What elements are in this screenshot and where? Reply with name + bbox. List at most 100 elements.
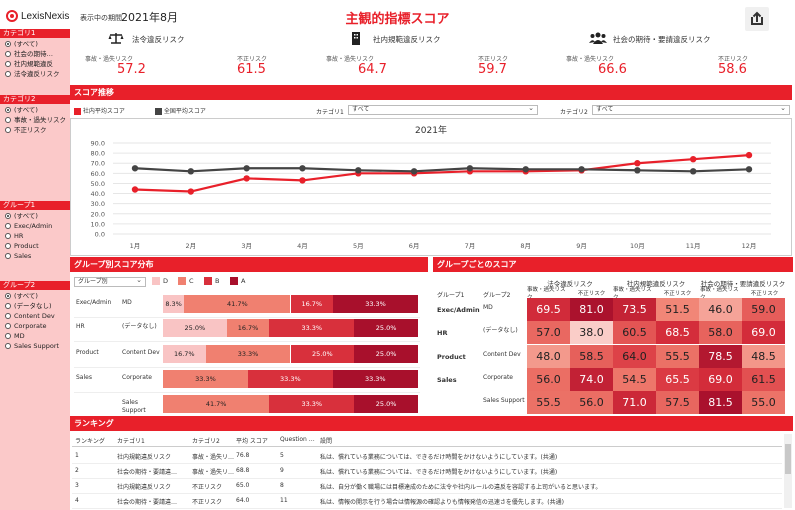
legend-swatch bbox=[204, 277, 212, 285]
filter-option[interactable]: 事故・過失リスク bbox=[0, 115, 70, 125]
trend-cat2-select[interactable]: すべて bbox=[592, 104, 790, 115]
legend-label: C bbox=[189, 277, 194, 285]
dist-g2-label: (データなし) bbox=[122, 323, 157, 330]
radio-button[interactable] bbox=[5, 61, 11, 67]
x-tick-label: 4月 bbox=[297, 242, 308, 250]
kpi-title: 法令違反リスク bbox=[132, 35, 185, 44]
radio-button[interactable] bbox=[5, 213, 11, 219]
dist-bar-segment: 16.7% bbox=[163, 345, 206, 363]
dist-bar-segment: 33.3% bbox=[332, 370, 418, 388]
data-point bbox=[689, 168, 697, 175]
radio-button[interactable] bbox=[5, 333, 11, 339]
legend-swatch bbox=[230, 277, 238, 285]
filter-option[interactable]: (すべて) bbox=[0, 39, 70, 49]
data-point bbox=[745, 151, 753, 159]
col-group-header: 法令違反リスク bbox=[547, 279, 593, 288]
dist-g2-label: Content Dev bbox=[122, 349, 160, 356]
ranking-cell: 社会の期待・要請違… bbox=[117, 469, 178, 476]
radio-button[interactable] bbox=[5, 117, 11, 123]
heat-cell: 55.0 bbox=[742, 391, 785, 414]
col-group-header: 社内規範違反リスク bbox=[626, 279, 686, 288]
filter-option[interactable]: (すべて) bbox=[0, 105, 70, 115]
data-point bbox=[299, 165, 306, 172]
kpi-value: 61.5 bbox=[237, 62, 266, 77]
kpi-sub-label: 事故・過失リスク bbox=[326, 56, 375, 63]
radio-button[interactable] bbox=[5, 127, 11, 133]
radio-button[interactable] bbox=[5, 323, 11, 329]
ranking-cell: 3 bbox=[75, 482, 79, 489]
radio-button[interactable] bbox=[5, 303, 11, 309]
x-tick-label: 5月 bbox=[353, 242, 364, 250]
trend-cat1-select[interactable]: すべて bbox=[348, 104, 538, 115]
radio-button[interactable] bbox=[5, 243, 11, 249]
ranking-header: ランキング bbox=[75, 438, 105, 445]
ranking-scrollbar[interactable] bbox=[784, 434, 792, 508]
radio-button[interactable] bbox=[5, 41, 11, 47]
sub-col-header: 事故・過失リスク bbox=[527, 287, 566, 301]
radio-button[interactable] bbox=[5, 107, 11, 113]
filter-option[interactable]: Exec/Admin bbox=[0, 221, 70, 231]
heat-cell: 71.0 bbox=[613, 391, 656, 414]
y-tick-label: 60.0 bbox=[91, 170, 105, 178]
filter-option[interactable]: 法令違反リスク bbox=[0, 69, 70, 79]
dist-bar-segment: 25.0% bbox=[354, 395, 418, 413]
y-tick-label: 70.0 bbox=[91, 160, 105, 168]
g1-label: Product bbox=[437, 353, 466, 361]
radio-button[interactable] bbox=[5, 51, 11, 57]
filter-option[interactable]: MD bbox=[0, 331, 70, 341]
dist-bar-segment: 25.0% bbox=[354, 319, 418, 337]
data-point bbox=[745, 166, 753, 173]
dist-bar-segment: 25.0% bbox=[354, 345, 418, 363]
ranking-header: Question … bbox=[280, 436, 315, 443]
radio-button[interactable] bbox=[5, 233, 11, 239]
row-divider bbox=[74, 392, 420, 393]
radio-button[interactable] bbox=[5, 71, 11, 77]
data-point bbox=[299, 177, 306, 184]
scrollbar-thumb[interactable] bbox=[785, 444, 791, 474]
filter-option[interactable]: 社内規範違反 bbox=[0, 59, 70, 69]
filter-option[interactable]: Corporate bbox=[0, 321, 70, 331]
filter-option[interactable]: 社会の期待… bbox=[0, 49, 70, 59]
trend-line-chart: 2021年 0.0 10.0 20.0 30.0 40.0 50.0 60.0 70.0 80.0… bbox=[91, 124, 771, 250]
heat-cell: 58.0 bbox=[699, 321, 742, 344]
filter-option[interactable]: Sales Support bbox=[0, 341, 70, 351]
row-divider bbox=[72, 493, 782, 494]
filter-option-label: Product bbox=[14, 242, 39, 250]
filter-option[interactable]: 不正リスク bbox=[0, 125, 70, 135]
filter-option[interactable]: (すべて) bbox=[0, 211, 70, 221]
row-divider bbox=[72, 463, 782, 464]
heat-cell: 69.0 bbox=[699, 368, 742, 391]
data-point bbox=[634, 167, 641, 174]
filter-option[interactable]: HR bbox=[0, 231, 70, 241]
x-tick-label: 9月 bbox=[576, 242, 587, 250]
heat-cell: 57.0 bbox=[527, 321, 570, 344]
upload-button[interactable] bbox=[745, 7, 769, 31]
kpi-value: 66.6 bbox=[598, 62, 627, 77]
filter-option-label: HR bbox=[14, 232, 24, 240]
heat-cell: 60.5 bbox=[613, 321, 656, 344]
filter-option[interactable]: (データなし) bbox=[0, 301, 70, 311]
radio-button[interactable] bbox=[5, 343, 11, 349]
legend-label: D bbox=[163, 277, 169, 285]
heat-cell: 64.0 bbox=[613, 345, 656, 368]
x-tick-label: 8月 bbox=[520, 242, 531, 250]
radio-button[interactable] bbox=[5, 293, 11, 299]
trend-section-header: スコア推移 bbox=[70, 85, 792, 100]
sub-col-header: 不正リスク bbox=[577, 291, 606, 297]
radio-button[interactable] bbox=[5, 253, 11, 259]
y-tick-label: 30.0 bbox=[91, 200, 105, 208]
dist-group-select[interactable]: グループ別 bbox=[74, 276, 146, 287]
ranking-cell: 5 bbox=[280, 452, 284, 459]
ranking-cell: 私は、慣れている業務については、できるだけ時間をかけないようにしています。(共通… bbox=[320, 454, 558, 461]
filter-option[interactable]: (すべて) bbox=[0, 291, 70, 301]
dist-bar-segment: 33.3% bbox=[269, 395, 355, 413]
filter-option[interactable]: Content Dev bbox=[0, 311, 70, 321]
ranking-header: 設問 bbox=[320, 438, 333, 445]
ranking-cell: 4 bbox=[75, 497, 79, 504]
heat-cell: 68.5 bbox=[656, 321, 699, 344]
filter-option[interactable]: Sales bbox=[0, 251, 70, 261]
trend-legend-internal: 社内平均スコア bbox=[74, 106, 125, 115]
radio-button[interactable] bbox=[5, 313, 11, 319]
radio-button[interactable] bbox=[5, 223, 11, 229]
filter-option[interactable]: Product bbox=[0, 241, 70, 251]
